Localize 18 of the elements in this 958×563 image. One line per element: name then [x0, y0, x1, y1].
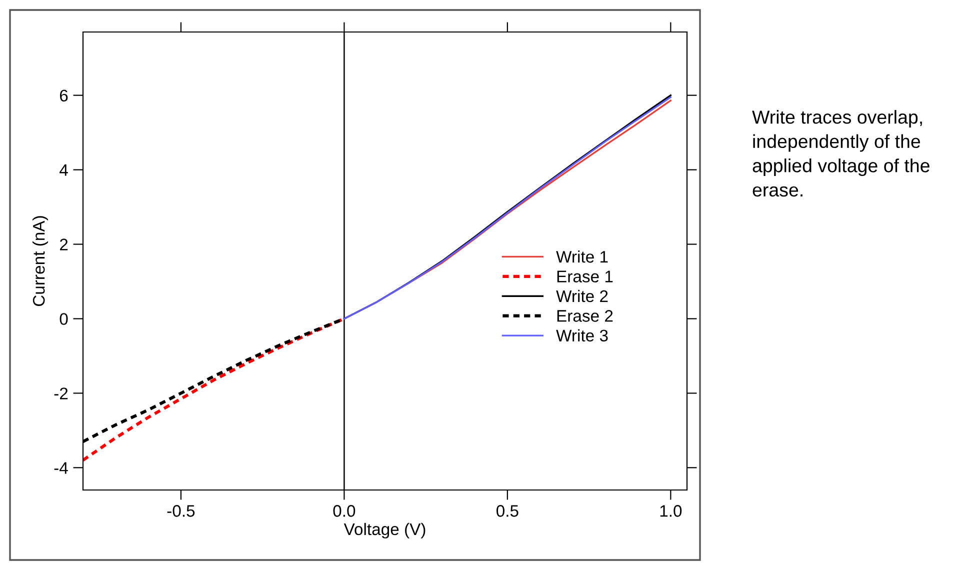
y-tick-label: 0: [60, 313, 68, 325]
legend-label: Write 3: [556, 329, 608, 342]
x-tick-label: 0.0: [333, 505, 356, 517]
x-tick-label: 1.0: [660, 505, 682, 517]
x-axis-title: Voltage (V): [344, 522, 426, 538]
legend-label: Write 1: [556, 250, 608, 263]
y-tick-label: 6: [60, 90, 68, 102]
y-tick-label: -2: [54, 388, 68, 400]
text: Write traces overlap, independently of the applied voltage of the erase.: [752, 110, 930, 197]
y-tick-label: -4: [54, 462, 68, 474]
legend-label: Write 2: [556, 290, 608, 302]
legend-label: Erase 2: [557, 310, 613, 322]
x-tick-label: 0.5: [496, 505, 518, 517]
y-axis-title: Current (nA): [32, 216, 48, 306]
legend-label: Erase 1: [557, 270, 613, 282]
y-tick-label: 2: [60, 238, 68, 250]
y-tick-label: 4: [60, 164, 68, 176]
x-tick-label: -0.5: [167, 505, 195, 517]
